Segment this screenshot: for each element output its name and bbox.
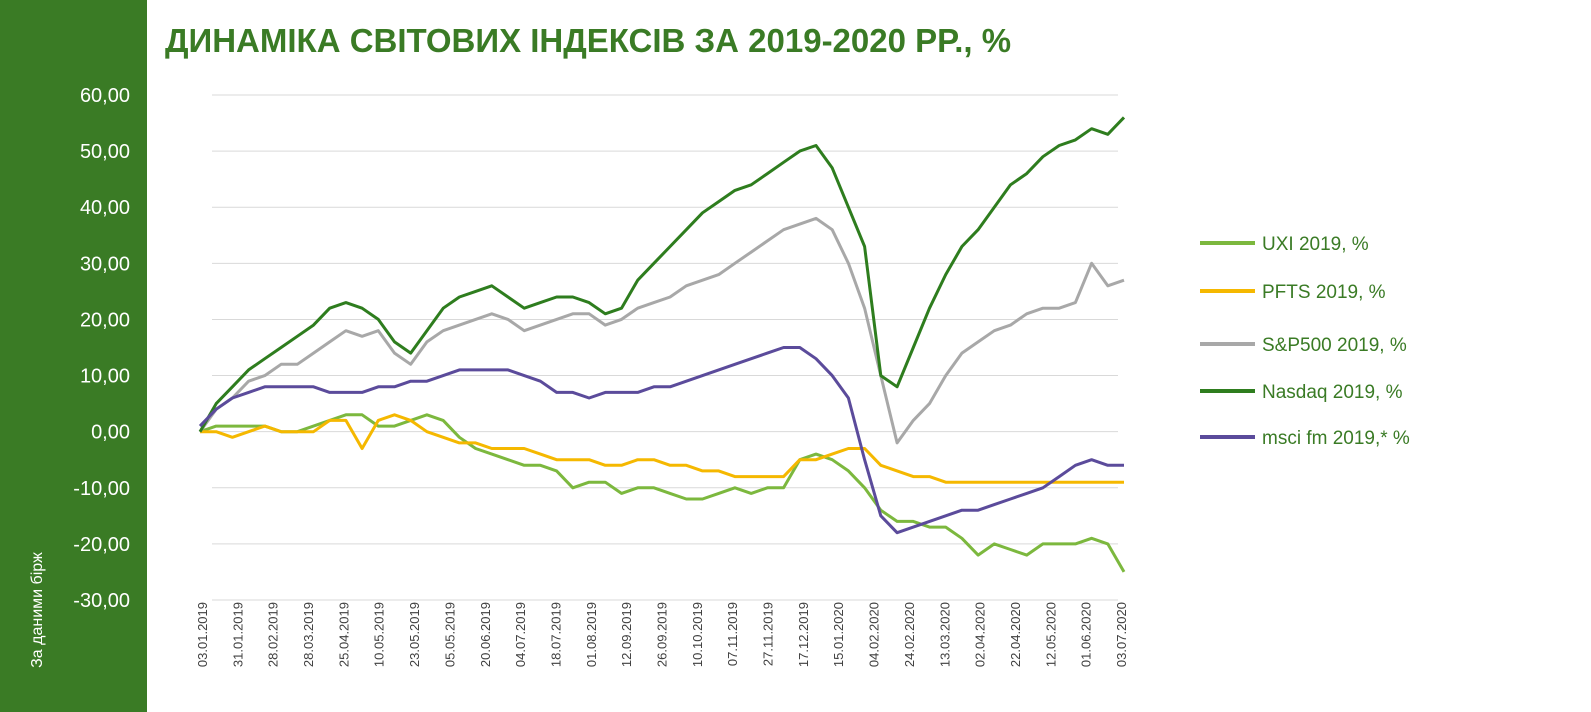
y-tick-label: 0,00 (91, 422, 130, 444)
series-line-4 (198, 346, 1124, 535)
x-tick-label: 03.01.2019 (195, 602, 210, 667)
y-tick-label: -30,00 (73, 590, 130, 612)
x-tick-label: 03.07.2020 (1114, 602, 1129, 667)
x-tick-label: 28.02.2019 (266, 602, 281, 667)
x-tick-label: 26.09.2019 (655, 602, 670, 667)
x-tick-label: 12.09.2019 (619, 602, 634, 667)
x-tick-label: 10.05.2019 (372, 602, 387, 667)
legend-label: Nasdaq 2019, % (1262, 382, 1403, 403)
legend-label: UXI 2019, % (1262, 234, 1369, 255)
series-line-0 (199, 413, 1126, 573)
x-tick-label: 22.04.2020 (1008, 602, 1023, 667)
chart-title: ДИНАМІКА СВІТОВИХ ІНДЕКСІВ ЗА 2019-2020 … (165, 22, 1012, 59)
sidebar-band: За даними бірж (0, 0, 147, 712)
series-line-3 (198, 116, 1126, 433)
x-tick-label: 20.06.2019 (478, 602, 493, 667)
x-tick-label: 28.03.2019 (301, 602, 316, 667)
series-line-1 (200, 413, 1124, 484)
x-tick-label: 23.05.2019 (407, 602, 422, 667)
x-tick-label: 07.11.2019 (725, 602, 740, 666)
y-tick-label: 50,00 (80, 141, 130, 163)
legend-label: msci fm 2019,* % (1262, 428, 1410, 449)
x-tick-label: 13.03.2020 (937, 602, 952, 667)
x-tick-label: 27.11.2019 (761, 602, 776, 666)
y-tick-label: 60,00 (80, 85, 130, 107)
x-tick-label: 04.07.2019 (513, 602, 528, 667)
x-tick-label: 01.08.2019 (584, 602, 599, 667)
x-tick-label: 18.07.2019 (548, 602, 563, 667)
x-tick-label: 17.12.2019 (796, 602, 811, 667)
x-tick-label: 02.04.2020 (973, 602, 988, 667)
x-tick-label: 15.01.2020 (831, 602, 846, 667)
x-tick-label: 31.01.2019 (230, 602, 245, 667)
x-tick-label: 12.05.2020 (1043, 602, 1058, 667)
y-tick-label: 20,00 (80, 309, 130, 331)
x-tick-label: 25.04.2019 (336, 602, 351, 667)
series-line-2 (198, 216, 1125, 445)
x-tick-label: 04.02.2020 (867, 602, 882, 667)
y-tick-label: 10,00 (80, 366, 130, 388)
y-tick-label: -10,00 (73, 478, 130, 500)
legend-label: PFTS 2019, % (1262, 282, 1386, 303)
x-tick-label: 01.06.2020 (1079, 602, 1094, 667)
y-tick-label: 40,00 (80, 197, 130, 219)
x-tick-label: 10.10.2019 (690, 602, 705, 667)
x-tick-label: 24.02.2020 (902, 602, 917, 667)
y-tick-label: -20,00 (73, 534, 130, 556)
legend-label: S&P500 2019, % (1262, 335, 1407, 356)
x-tick-label: 05.05.2019 (442, 602, 457, 667)
y-tick-label: 30,00 (80, 253, 130, 275)
